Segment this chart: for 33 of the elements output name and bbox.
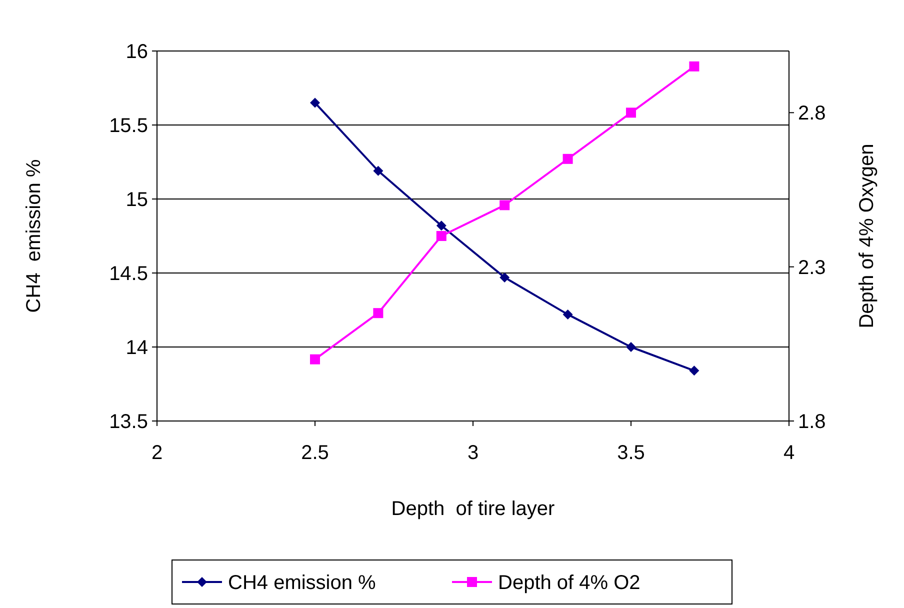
y2-tick-label: 2.8 — [798, 102, 826, 125]
x-tick-label: 2 — [151, 442, 163, 464]
y-axis-title: CH4 emission % — [23, 159, 45, 313]
legend-label: CH4 emission % — [228, 572, 376, 594]
y-tick-label: 14.5 — [109, 263, 148, 285]
y-tick-label: 15.5 — [109, 115, 148, 137]
y-tick-label: 16 — [126, 41, 148, 63]
y2-tick-label: 1.8 — [798, 411, 826, 433]
point — [689, 366, 700, 376]
x-tick-label: 4 — [783, 442, 795, 464]
x-axis-title: Depth of tire layer — [391, 498, 556, 520]
point — [562, 309, 573, 320]
y-tick-label: 13.5 — [109, 411, 148, 433]
y2-tick-label: 2.3 — [798, 256, 826, 279]
point — [310, 354, 320, 364]
point — [436, 220, 446, 231]
x-tick-label: 3.5 — [617, 442, 645, 464]
point — [310, 98, 320, 108]
point — [436, 231, 446, 241]
point — [373, 166, 384, 176]
legend-label: Depth of 4% O2 — [498, 572, 640, 594]
x-tick-label: 2.5 — [301, 442, 329, 464]
point — [500, 272, 510, 282]
y2-axis-title: Depth of 4% Oxygen — [856, 144, 878, 328]
point — [689, 61, 700, 72]
point — [626, 342, 636, 352]
x-tick-label: 3 — [467, 442, 479, 464]
point — [373, 308, 384, 318]
y-tick-label: 14 — [126, 337, 148, 359]
point — [626, 108, 636, 118]
point — [562, 154, 573, 164]
point — [500, 200, 510, 210]
y-tick-label: 15 — [126, 189, 148, 211]
